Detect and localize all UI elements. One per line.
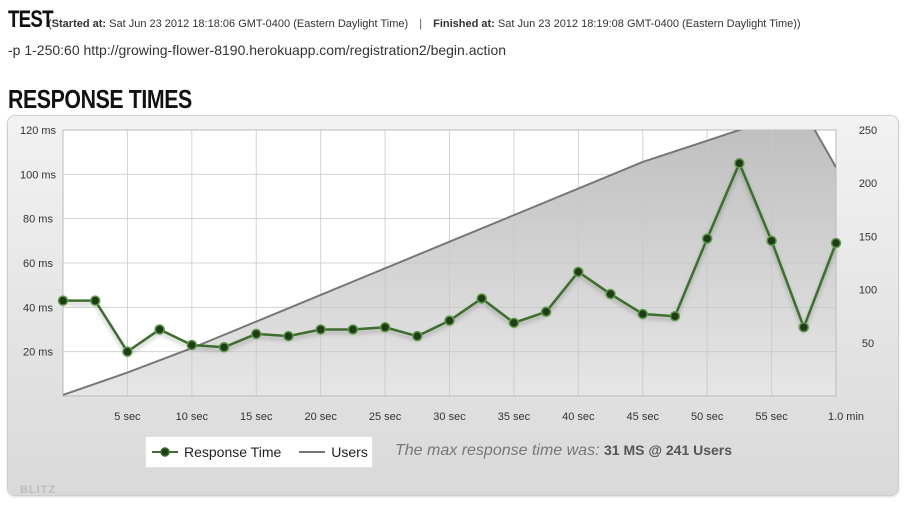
legend-label-response-time: Response Time bbox=[184, 444, 282, 460]
y-left-tick-label: 40 ms bbox=[23, 302, 53, 314]
summary-value: 31 MS @ 241 Users bbox=[603, 442, 733, 458]
plot-border bbox=[62, 129, 837, 397]
response-time-point bbox=[766, 235, 777, 247]
response-time-point bbox=[701, 233, 713, 244]
blitz-logo: BLITZ bbox=[20, 484, 57, 496]
x-tick-label: 45 sec bbox=[627, 411, 660, 423]
response-time-point bbox=[669, 310, 681, 322]
started-value: Sat Jun 23 2012 18:18:06 GMT-0400 (Easte… bbox=[109, 18, 409, 30]
started-label: Started at: bbox=[51, 18, 107, 30]
response-time-point bbox=[315, 324, 326, 335]
response-time-point bbox=[476, 293, 487, 304]
response-time-point bbox=[186, 339, 198, 351]
users-line bbox=[63, 130, 836, 396]
response-time-point bbox=[573, 266, 584, 278]
summary-prefix: The max response time was: bbox=[395, 442, 600, 459]
response-time-point bbox=[540, 306, 552, 318]
y-left-tick-label: 120 ms bbox=[20, 125, 57, 137]
x-tick-label: 25 sec bbox=[369, 411, 402, 423]
open-paren: ( bbox=[48, 18, 52, 30]
response-time-point bbox=[508, 317, 520, 329]
response-time-point bbox=[89, 295, 101, 306]
response-time-legend-icon bbox=[152, 447, 178, 457]
response-time-point bbox=[605, 288, 616, 300]
legend-item-response-time[interactable]: Response Time bbox=[152, 444, 281, 460]
y-left-tick-label: 20 ms bbox=[23, 347, 53, 359]
response-time-point bbox=[734, 158, 745, 169]
finished-value: Sat Jun 23 2012 18:19:08 GMT-0400 (Easte… bbox=[497, 18, 801, 30]
response-time-point bbox=[444, 315, 455, 326]
response-time-point bbox=[154, 324, 165, 335]
x-tick-label: 5 sec bbox=[114, 411, 141, 423]
response-time-point bbox=[637, 308, 648, 320]
y-left-tick-label: 80 ms bbox=[23, 214, 53, 226]
response-time-point bbox=[283, 330, 294, 342]
y-right-tick-label: 100 bbox=[859, 285, 877, 297]
x-tick-label: 50 sec bbox=[691, 411, 724, 423]
finished-label: Finished at: bbox=[433, 18, 495, 30]
test-header: TEST (Started at: Sat Jun 23 2012 18:18:… bbox=[8, 6, 801, 34]
legend-item-users[interactable]: Users bbox=[299, 444, 368, 460]
x-tick-label: 55 sec bbox=[755, 411, 788, 423]
y-right-tick-label: 250 bbox=[859, 125, 877, 137]
response-time-point bbox=[798, 322, 810, 333]
response-time-point bbox=[122, 346, 133, 357]
response-time-point bbox=[347, 324, 359, 335]
meta-separator: | bbox=[419, 18, 423, 30]
section-title: RESPONSE TIMES bbox=[8, 84, 192, 114]
response-time-point bbox=[412, 330, 423, 342]
legend-label-users: Users bbox=[331, 444, 368, 460]
y-left-tick-label: 100 ms bbox=[20, 169, 57, 181]
x-tick-label: 35 sec bbox=[498, 411, 531, 423]
y-right-tick-label: 150 bbox=[859, 231, 877, 243]
x-tick-label: 30 sec bbox=[433, 411, 466, 423]
response-time-point bbox=[218, 341, 230, 353]
response-time-point bbox=[57, 295, 69, 306]
test-command: -p 1-250:60 http://growing-flower-8190.h… bbox=[8, 42, 507, 58]
y-left-tick-label: 60 ms bbox=[23, 258, 53, 270]
y-right-tick-label: 200 bbox=[859, 178, 877, 190]
x-tick-label: 10 sec bbox=[176, 411, 209, 423]
max-response-summary: The max response time was: 31 MS @ 241 U… bbox=[395, 442, 732, 460]
response-time-point bbox=[830, 237, 842, 249]
response-time-point bbox=[251, 328, 262, 340]
x-tick-label: 40 sec bbox=[562, 411, 595, 423]
x-tick-label: 1.0 min bbox=[828, 411, 864, 423]
x-tick-label: 15 sec bbox=[240, 411, 273, 423]
users-legend-icon bbox=[299, 451, 326, 453]
chart-legend: Response Time Users bbox=[145, 436, 373, 468]
x-tick-label: 20 sec bbox=[304, 411, 337, 423]
y-right-tick-label: 50 bbox=[862, 338, 874, 350]
test-meta: (Started at: Sat Jun 23 2012 18:18:06 GM… bbox=[48, 18, 801, 30]
response-time-point bbox=[379, 322, 391, 333]
